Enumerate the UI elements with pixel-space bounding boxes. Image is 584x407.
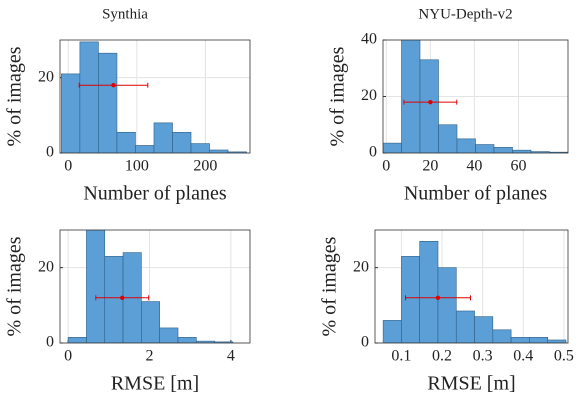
chart-title: NYU-Depth-v2 (418, 6, 512, 22)
x-tick-label: 2 (146, 348, 154, 365)
bars (382, 241, 567, 343)
bar (493, 147, 513, 153)
axes-box (59, 39, 251, 154)
bar (153, 122, 173, 153)
bars (67, 230, 234, 343)
x-axis-label: RMSE [m] (111, 373, 199, 395)
bar (177, 337, 197, 343)
bar (510, 337, 530, 343)
x-tick-label: 0.3 (473, 348, 493, 365)
y-axis-label: % of images (319, 236, 341, 336)
x-tick-label: 200 (193, 158, 217, 175)
error-point (120, 295, 125, 300)
bar (401, 40, 421, 153)
x-axis-label: Number of planes (83, 183, 227, 205)
error-point (111, 83, 116, 88)
x-axis-label: Number of planes (404, 183, 548, 205)
bar (512, 149, 532, 153)
bar (419, 241, 439, 343)
x-tick-label: 0.4 (513, 348, 533, 365)
axes-box (374, 229, 569, 344)
panel: 0 100 200 0 20 Number of planes % of images Syn… (4, 6, 251, 205)
y-tick-label: 20 (38, 258, 54, 275)
y-tick-label: 40 (361, 31, 377, 48)
x-tick-label: 0 (64, 348, 72, 365)
bar (172, 131, 192, 153)
x-tick-label: 0.5 (554, 348, 574, 365)
bar (116, 131, 136, 153)
bar (383, 142, 402, 153)
y-tick-label: 20 (38, 68, 54, 85)
x-tick-label: 4 (227, 348, 235, 365)
y-tick-label: 0 (46, 334, 54, 351)
bar (475, 144, 495, 153)
bar (98, 52, 118, 153)
bar (141, 301, 160, 343)
y-tick-label: 0 (369, 144, 377, 161)
bar (474, 316, 494, 343)
bar (190, 143, 210, 153)
x-tick-label: 20 (422, 158, 438, 175)
bar (67, 337, 87, 343)
bar (438, 124, 458, 153)
y-tick-label: 20 (353, 258, 369, 275)
bars (61, 41, 247, 153)
bar (529, 337, 548, 343)
bar (104, 256, 124, 343)
x-tick-label: 40 (466, 158, 482, 175)
bar (135, 145, 155, 153)
error-point (428, 99, 433, 105)
bar (492, 329, 512, 343)
x-tick-label: 0 (64, 158, 72, 175)
bar (437, 267, 457, 343)
panel: 0.1 0.2 0.3 0.4 0.5 0 20 RMSE [m] % of images (319, 229, 574, 395)
y-tick-label: 0 (46, 144, 54, 161)
y-axis-label: % of images (4, 46, 26, 146)
y-axis-label: % of images (327, 46, 349, 146)
x-tick-label: 0.2 (432, 348, 452, 365)
axes-box (59, 229, 251, 344)
bar (79, 41, 99, 153)
y-axis-label: % of images (4, 236, 26, 336)
x-tick-label: 0 (382, 158, 390, 175)
bar (209, 149, 229, 153)
x-tick-label: 0.1 (391, 348, 411, 365)
bar (401, 256, 420, 343)
bar (419, 59, 439, 153)
axes-box (382, 39, 569, 154)
bar (86, 230, 106, 343)
chart-title: Synthia (102, 6, 148, 22)
x-tick-label: 100 (125, 158, 149, 175)
bar (382, 320, 402, 343)
bar (456, 138, 476, 153)
panel: 0 2 4 0 20 RMSE [m] % of images (4, 229, 251, 395)
x-axis-label: RMSE [m] (427, 373, 515, 395)
y-tick-label: 20 (361, 87, 377, 104)
error-point (435, 295, 441, 300)
bar (547, 339, 567, 343)
bar (159, 327, 179, 343)
bar (455, 310, 475, 343)
bars (383, 40, 568, 153)
y-tick-label: 0 (361, 334, 369, 351)
bar (61, 73, 81, 153)
panel: 0 20 40 60 0 20 40 Number of planes % of images N… (327, 6, 569, 205)
x-tick-label: 60 (510, 158, 526, 175)
